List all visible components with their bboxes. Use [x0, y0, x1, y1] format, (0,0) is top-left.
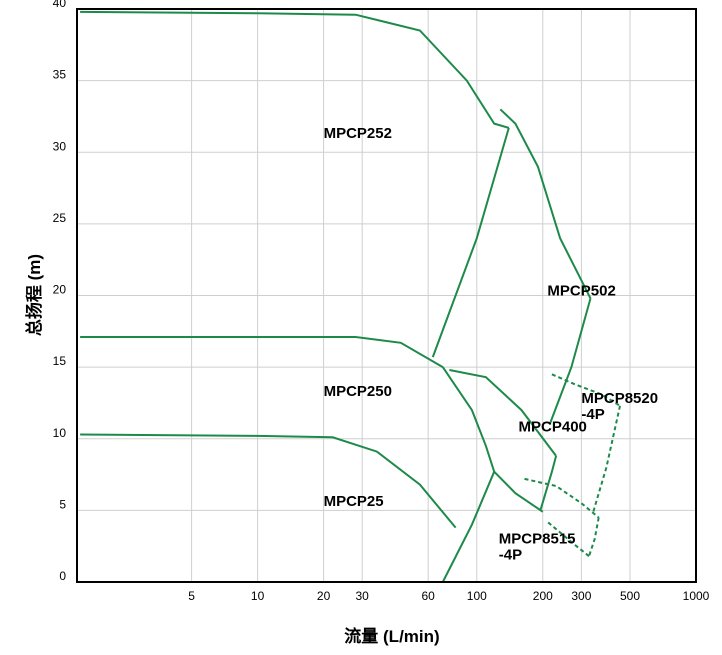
x-tick-label: 300 — [571, 589, 591, 603]
y-tick-label: 0 — [59, 569, 66, 583]
zone-label-mpcp502: MPCP502 — [547, 283, 615, 300]
zone-label-mpcp252: MPCP252 — [324, 125, 392, 142]
zone-label-mpcp250: MPCP250 — [324, 383, 392, 400]
zone-label-mpcp25: MPCP25 — [324, 493, 384, 510]
series-line-mpcp400 — [449, 369, 557, 457]
series-line-mpcp252 — [431, 127, 510, 358]
x-tick-label: 100 — [467, 589, 487, 603]
series-line-mpcp250 — [493, 470, 544, 513]
zone-label-mpcp8520: MPCP8520 -4P — [581, 390, 658, 423]
y-tick-label: 35 — [53, 68, 67, 82]
series-line-mpcp502 — [499, 108, 592, 299]
zone-label-line: MPCP252 — [324, 125, 392, 142]
zone-label-line: MPCP400 — [519, 419, 587, 436]
series-line-mpcp8515-4p — [524, 477, 600, 519]
series-line-mpcp250 — [80, 336, 444, 368]
y-tick-label: 20 — [53, 283, 67, 297]
zone-label-line: -4P — [581, 406, 604, 423]
x-tick-label: 60 — [421, 589, 435, 603]
series-line-mpcp250 — [441, 366, 496, 473]
zone-label-mpcp8515: MPCP8515 -4P — [499, 530, 576, 563]
zone-label-line: -4P — [499, 546, 522, 563]
x-tick-label: 30 — [356, 589, 370, 603]
y-tick-label: 10 — [53, 426, 67, 440]
zone-label-line: MPCP8520 — [581, 390, 658, 407]
series-line-mpcp252 — [80, 10, 510, 129]
x-tick-label: 5 — [188, 589, 195, 603]
zone-label-mpcp400: MPCP400 — [519, 419, 587, 436]
y-tick-label: 25 — [53, 211, 67, 225]
y-tick-label: 15 — [53, 354, 67, 368]
series-line-mpcp8515-4p — [546, 521, 590, 557]
plot-frame — [76, 8, 697, 583]
x-tick-label: 1000 — [683, 589, 710, 603]
y-tick-label: 40 — [53, 0, 67, 10]
series-line-mpcp250 — [441, 471, 496, 583]
grid-layer — [77, 9, 697, 582]
x-tick-label: 200 — [533, 589, 553, 603]
zone-label-line: MPCP250 — [324, 383, 392, 400]
x-tick-label: 10 — [251, 589, 265, 603]
tick-layer: 5 10 20 30 60 100 200 300 500 1000 0 5 10 15 20 25 30 35 4… — [53, 0, 710, 603]
series-line-mpcp25 — [80, 433, 457, 529]
y-tick-label: 30 — [53, 139, 67, 153]
zone-label-line: MPCP25 — [324, 493, 384, 510]
x-tick-label: 500 — [620, 589, 640, 603]
y-tick-label: 5 — [59, 497, 66, 511]
curve-layer — [80, 10, 621, 583]
series-line-mpcp502 — [548, 298, 592, 425]
series-line-mpcp8520-4p — [592, 405, 621, 513]
series-line-mpcp400 — [539, 455, 558, 511]
x-tick-label: 20 — [317, 589, 331, 603]
x-axis-title: 流量 (L/min) — [344, 626, 439, 646]
zone-label-line: MPCP502 — [547, 283, 615, 300]
series-line-mpcp8515-4p — [588, 517, 600, 557]
y-axis-title: 总扬程 (m) — [24, 254, 44, 336]
zone-label-line: MPCP8515 — [499, 530, 576, 547]
series-line-mpcp8520-4p — [551, 373, 621, 407]
